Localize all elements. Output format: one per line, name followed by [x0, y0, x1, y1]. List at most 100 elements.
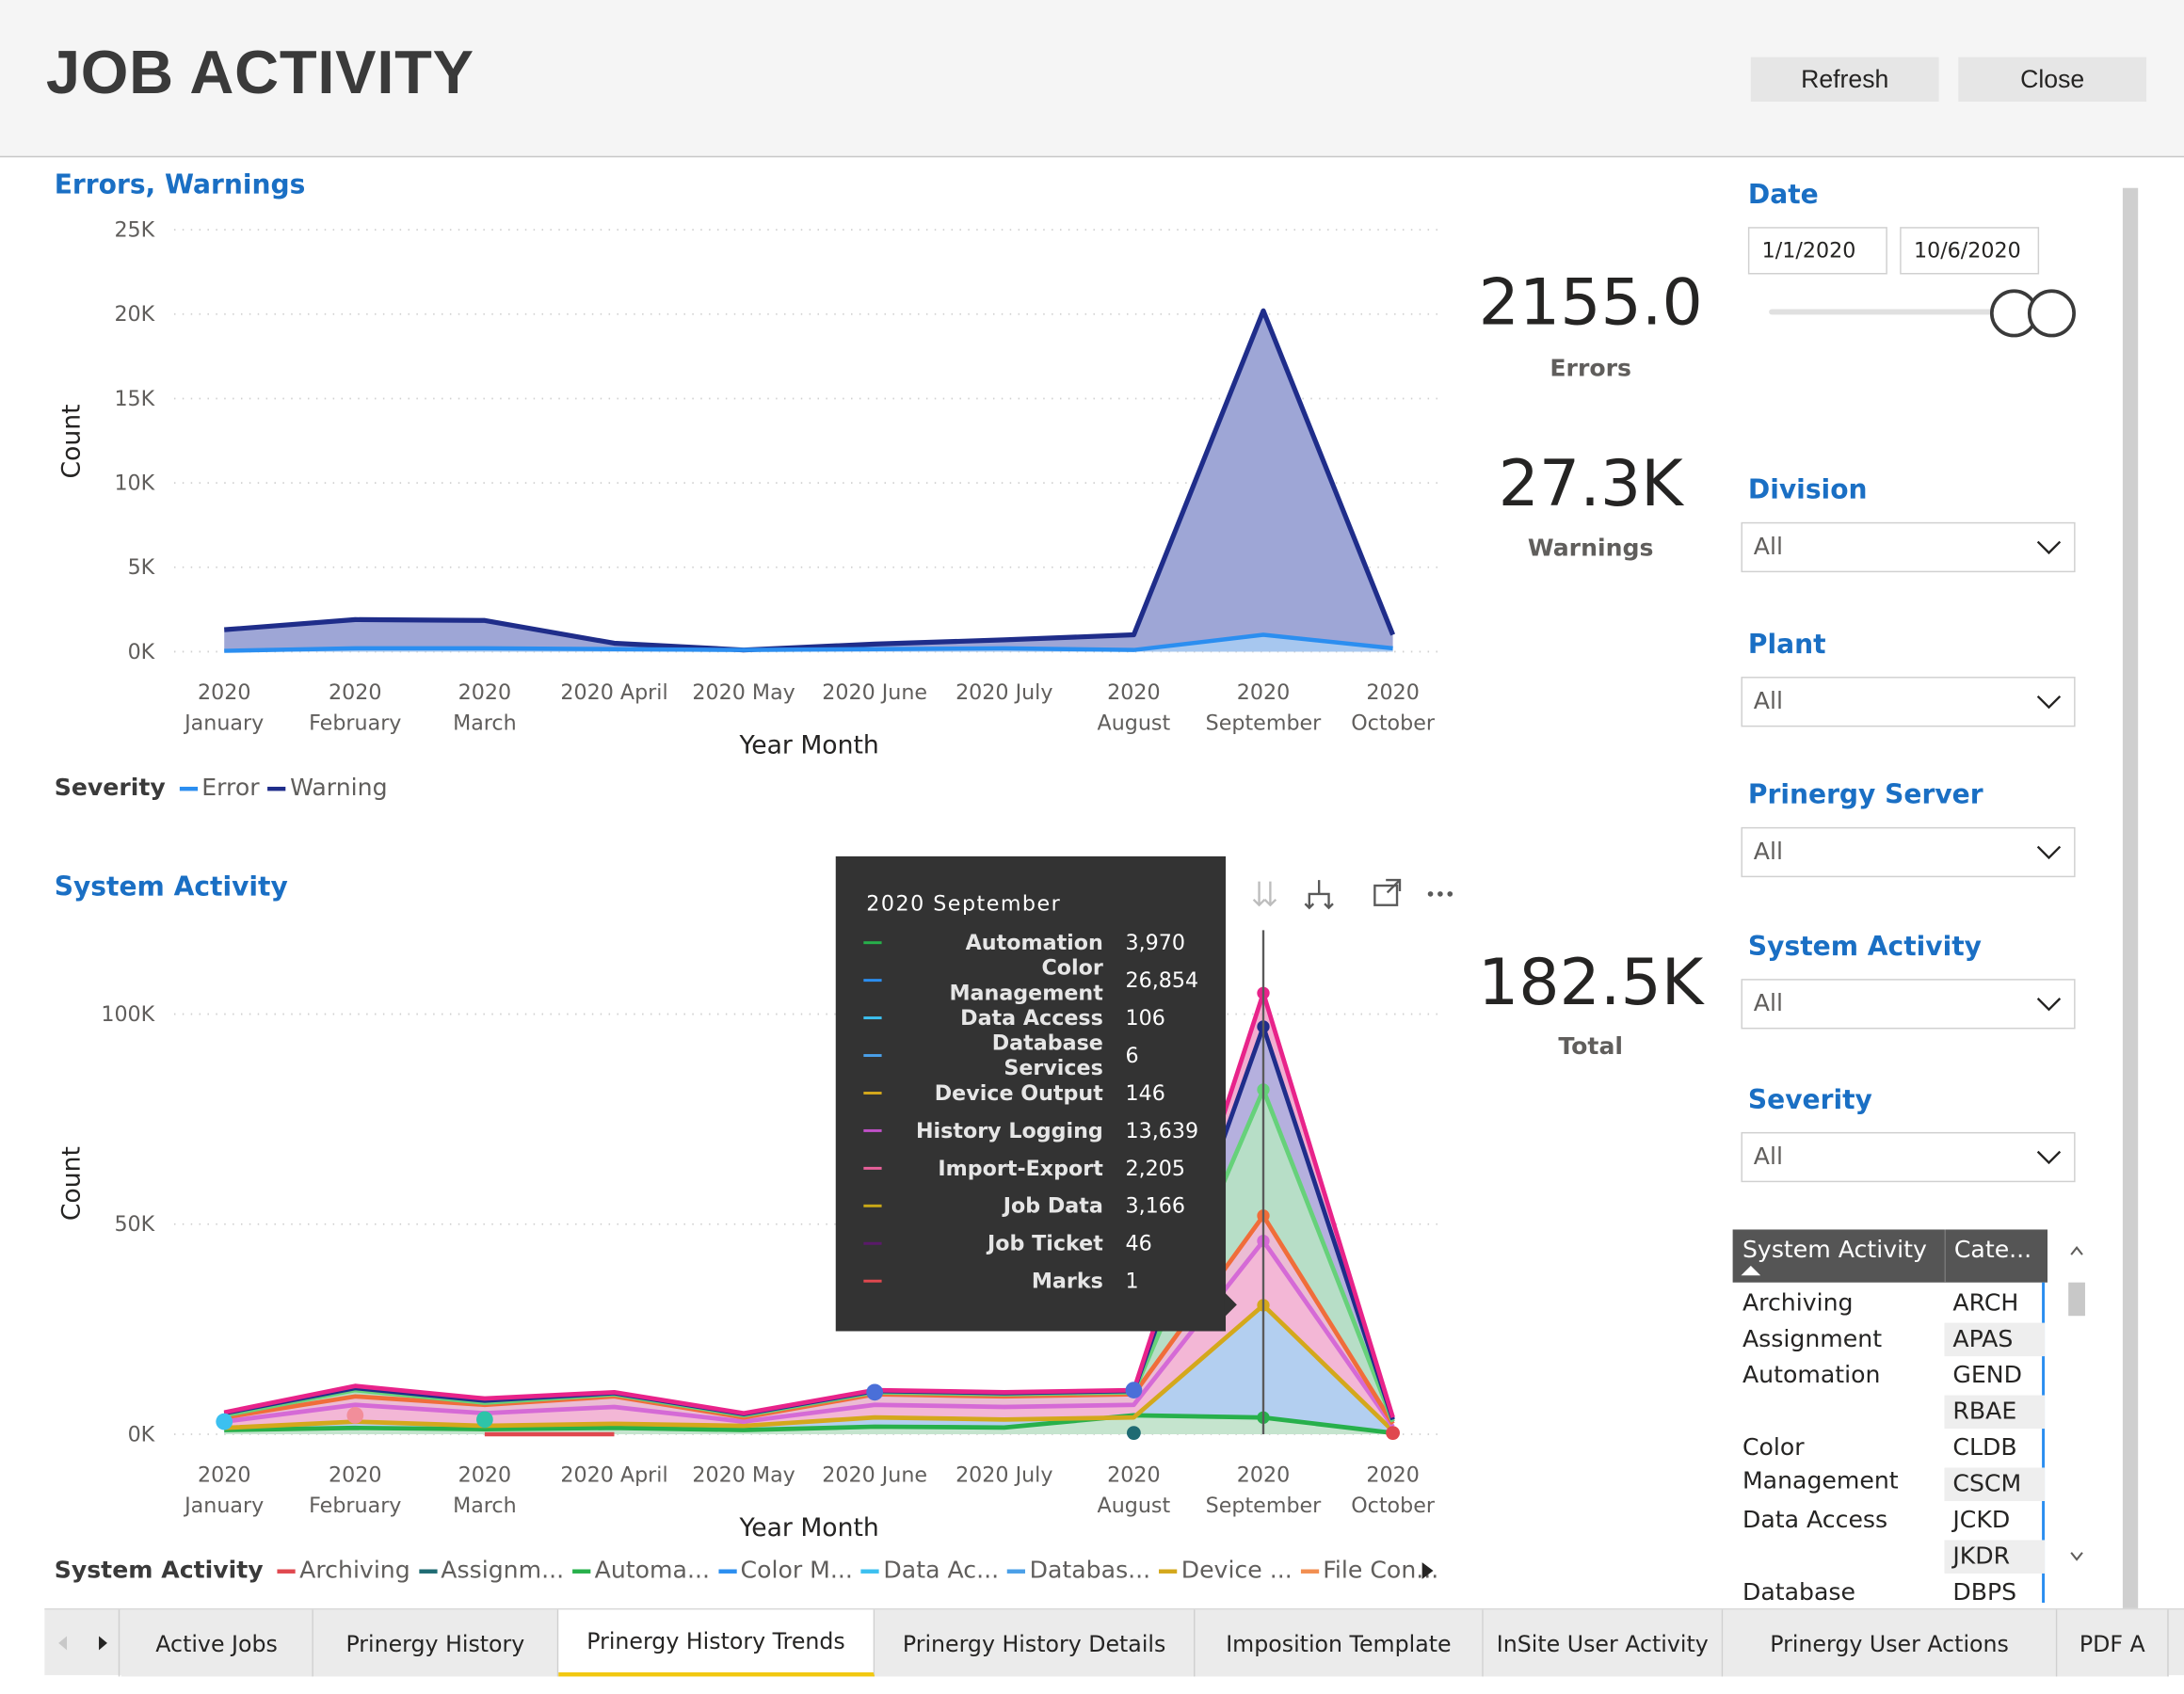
system-activity-dropdown[interactable]: All	[1741, 979, 2076, 1030]
table-row[interactable]: Database DBPS	[1733, 1576, 2048, 1605]
tooltip-label: Import-Export	[938, 1156, 1103, 1181]
page-scrollbar[interactable]	[2122, 187, 2139, 1608]
y-tick-label: 5K	[128, 555, 156, 580]
table-scrollbar[interactable]	[2067, 1229, 2087, 1577]
expand-hierarchy-icon[interactable]	[1304, 880, 1334, 910]
x-tick-line: February	[309, 711, 401, 735]
table-row[interactable]: Assignment APAS	[1733, 1322, 2048, 1359]
prinergy-server-slicer-title: Prinergy Server	[1747, 779, 1983, 811]
page-title: JOB ACTIVITY	[45, 39, 474, 107]
cell-category: RBAE	[1944, 1395, 2046, 1430]
tab-prinergy-history[interactable]: Prinergy History	[313, 1609, 559, 1677]
date-end-input[interactable]: 10/6/2020	[1900, 227, 2040, 275]
tooltip-swatch	[863, 1241, 882, 1245]
activity-area	[224, 1414, 1393, 1434]
cell-system-activity: Color Management	[1742, 1433, 1899, 1496]
tooltip-title: 2020 September	[866, 890, 1062, 917]
cell-system-activity: Automation	[1742, 1362, 1881, 1390]
chevron-down-icon	[2036, 1150, 2062, 1165]
tab-scroll-right-icon[interactable]	[87, 1609, 120, 1677]
tab-prinergy-user-actions[interactable]: Prinergy User Actions	[1723, 1609, 2058, 1677]
tab-pdf-a[interactable]: PDF A	[2057, 1609, 2169, 1677]
tab-scroll-left-icon[interactable]	[44, 1609, 80, 1676]
table-row[interactable]: Automation GEND RBAE	[1733, 1359, 2048, 1431]
x-tick-label: 2020 April	[560, 680, 667, 705]
x-tick-line: 2020 May	[692, 680, 795, 705]
tab-active-jobs[interactable]: Active Jobs	[120, 1609, 313, 1677]
table-row[interactable]: Archiving ARCH	[1733, 1286, 2048, 1322]
x-tick-line: March	[453, 1494, 517, 1518]
date-start-input[interactable]: 1/1/2020	[1747, 227, 1887, 275]
x-tick-line: 2020 May	[692, 1462, 795, 1487]
division-dropdown-value: All	[1753, 533, 1783, 562]
legend-item[interactable]: Databas...	[1006, 1557, 1150, 1585]
x-tick-label: 2020 March	[453, 680, 517, 736]
legend-item[interactable]: Assignm...	[418, 1557, 564, 1585]
tab-prinergy-history-details[interactable]: Prinergy History Details	[875, 1609, 1196, 1677]
x-tick-line: 2020 June	[822, 680, 927, 705]
more-options-icon[interactable]	[1427, 891, 1453, 897]
legend-item[interactable]: Device ...	[1159, 1557, 1293, 1585]
tab-imposition-template[interactable]: Imposition Template	[1195, 1609, 1484, 1677]
legend-item[interactable]: File Con...	[1300, 1557, 1439, 1585]
x-tick-line: 2020	[198, 1462, 250, 1487]
x-tick-line: 2020	[1107, 680, 1160, 705]
x-tick-label: 2020 July	[956, 680, 1052, 705]
series-area-error	[224, 634, 1393, 652]
tooltip-label: Data Access	[960, 1005, 1103, 1031]
severity-legend: Severity Error Warning	[55, 775, 396, 803]
tooltip-swatch	[863, 1166, 882, 1170]
x-tick-label: 2020 September	[1206, 680, 1323, 736]
column-header-system-activity[interactable]: System Activity	[1742, 1236, 1927, 1265]
legend-item[interactable]: Automa...	[571, 1557, 710, 1585]
legend-title: Severity	[54, 774, 166, 803]
data-point	[1257, 986, 1270, 999]
table-row[interactable]: Color Management CLDB CSCM	[1733, 1431, 2048, 1504]
refresh-button[interactable]: Refresh	[1750, 56, 1939, 103]
x-tick-label: 2020 January	[183, 1462, 264, 1518]
x-axis-title: Year Month	[738, 730, 878, 759]
date-slicer-title: Date	[1747, 179, 1819, 211]
prinergy-server-dropdown[interactable]: All	[1741, 826, 2076, 878]
tooltip-value: 3,970	[1125, 930, 1186, 956]
data-point	[1257, 1234, 1270, 1248]
legend-item[interactable]: Error	[179, 775, 260, 802]
cell-category: APAS	[1944, 1322, 2046, 1357]
close-button[interactable]: Close	[1958, 56, 2147, 103]
legend-item[interactable]: Data Ac...	[860, 1557, 999, 1585]
focus-mode-icon[interactable]	[1373, 878, 1402, 906]
legend-swatch	[267, 786, 286, 791]
legend-next-icon[interactable]	[1418, 1559, 1437, 1582]
legend-swatch	[277, 1568, 296, 1574]
errors-kpi-label: Errors	[1550, 355, 1632, 383]
plant-dropdown[interactable]: All	[1741, 677, 2076, 727]
legend-item[interactable]: Color M...	[717, 1557, 853, 1585]
division-dropdown[interactable]: All	[1741, 521, 2076, 573]
legend-item[interactable]: Archiving	[277, 1557, 410, 1585]
tooltip-swatch	[863, 1092, 882, 1095]
tooltip-value: 146	[1125, 1080, 1165, 1106]
severity-dropdown[interactable]: All	[1741, 1131, 2076, 1183]
cell-system-activity: Assignment	[1742, 1325, 1883, 1354]
x-tick-label: 2020 July	[956, 1462, 1052, 1487]
system-activity-legend: System Activity Archiving Assignm... Autom…	[55, 1557, 1448, 1585]
tab-insite-user-activity[interactable]: InSite User Activity	[1483, 1609, 1724, 1677]
tooltip-value: 2,205	[1125, 1156, 1186, 1181]
x-tick-label: 2020 August	[1098, 1462, 1171, 1518]
legend-item[interactable]: Warning	[267, 775, 388, 802]
data-point	[1257, 1209, 1270, 1223]
x-tick-line: August	[1098, 711, 1171, 735]
tooltip-label: Job Ticket	[987, 1230, 1103, 1256]
drill-down-icon[interactable]	[1252, 881, 1277, 907]
date-range-slider[interactable]	[1769, 285, 2082, 341]
tab-prinergy-history-trends[interactable]: Prinergy History Trends	[558, 1609, 875, 1677]
tooltip-swatch	[863, 1128, 882, 1132]
slider-end-handle	[2027, 289, 2076, 338]
table-row[interactable]: Data Access JCKD JKDR	[1733, 1504, 2048, 1576]
tooltip-row: Device Output 146	[863, 1078, 1226, 1109]
system-activity-slicer-title: System Activity	[1747, 931, 1983, 963]
tooltip-value: 3,166	[1125, 1193, 1186, 1219]
column-header-category[interactable]: Cate...	[1953, 1236, 2032, 1265]
tooltip-value: 6	[1125, 1043, 1139, 1068]
legend-label: File Con...	[1323, 1557, 1439, 1585]
